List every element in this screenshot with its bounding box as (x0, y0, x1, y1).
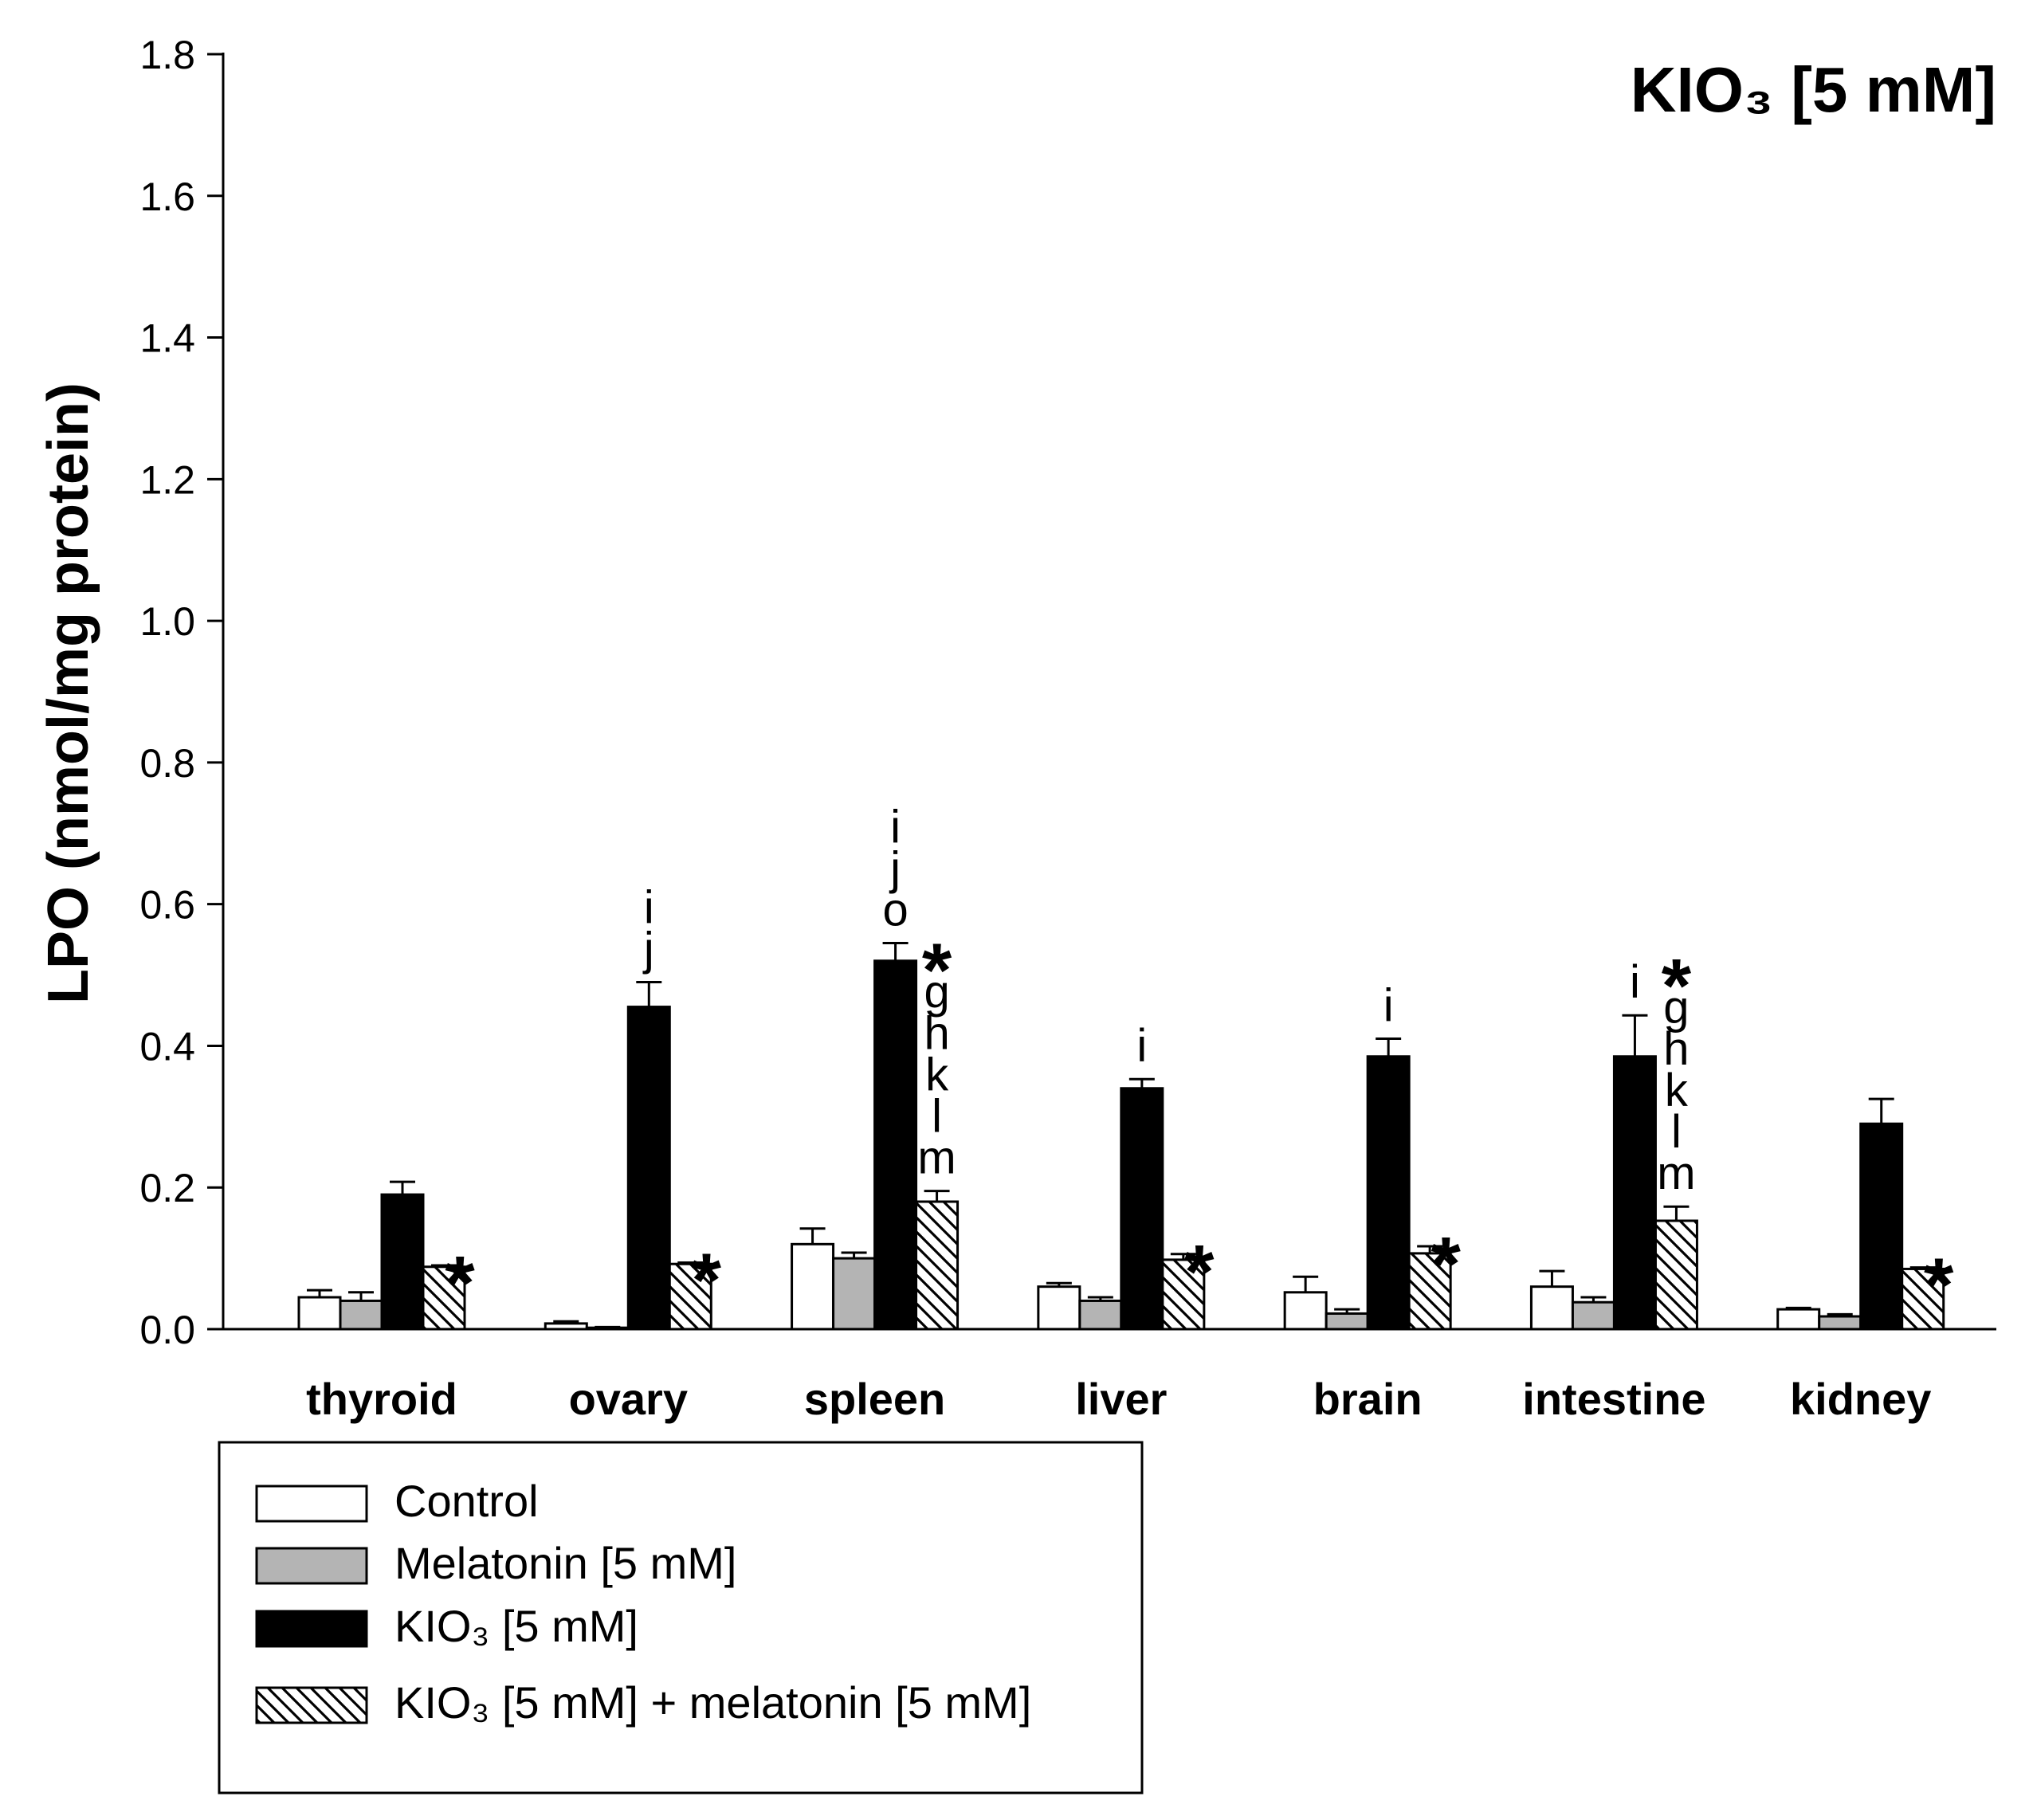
bars-layer: thyroid ovary spleen liver brain intestine kid… (297, 942, 1945, 1424)
bar-liver-kio-5-mm (1120, 1087, 1164, 1331)
bar-thyroid-control (297, 1296, 342, 1331)
significance-letter: o (882, 885, 908, 936)
y-tick-label: 0.8 (139, 741, 195, 786)
significance-letter: j (642, 923, 654, 975)
bar-intestine-kio-5-mm (1612, 1055, 1657, 1331)
bar-kidney-control (1776, 1308, 1821, 1331)
category-label-liver: liver (1075, 1374, 1167, 1424)
bar-thyroid-melatonin-5-mm (339, 1299, 383, 1331)
significance-star: * (692, 1238, 722, 1323)
bar-brain-melatonin-5-mm (1325, 1312, 1369, 1331)
category-label-spleen: spleen (804, 1374, 945, 1424)
category-label-ovary: ovary (569, 1374, 688, 1424)
significance-letter: g (924, 967, 949, 1018)
legend-swatch-kio-5-mm-melatonin-5-mm (255, 1686, 368, 1724)
significance-star: * (922, 928, 952, 1014)
significance-letter: h (924, 1008, 949, 1060)
significance-star: * (445, 1241, 475, 1326)
legend-frame (218, 1441, 1144, 1795)
significance-letter: l (932, 1091, 942, 1143)
bar-spleen-melatonin-5-mm (832, 1257, 877, 1331)
significance-letter: h (1663, 1023, 1689, 1075)
significance-letter: k (925, 1049, 949, 1101)
bar-brain-kio-5-mm-melatonin-5-mm (1407, 1252, 1452, 1331)
significance-star: * (1662, 943, 1692, 1029)
significance-letter: j (889, 843, 901, 895)
bar-brain-control (1283, 1291, 1328, 1331)
bar-spleen-control (791, 1242, 835, 1331)
bar-ovary-kio-5-mm-melatonin-5-mm (668, 1262, 712, 1331)
category-label-thyroid: thyroid (306, 1374, 457, 1424)
category-label-kidney: kidney (1790, 1374, 1931, 1424)
y-tick-label: 0.4 (139, 1024, 195, 1069)
y-tick-label: 1.6 (139, 175, 195, 219)
significance-letter: l (1671, 1106, 1682, 1158)
y-tick-label: 1.8 (139, 33, 195, 77)
bar-intestine-control (1529, 1285, 1574, 1331)
bar-liver-control (1037, 1285, 1081, 1331)
y-tick-label: 1.2 (139, 457, 195, 502)
y-tick-label: 0.2 (139, 1166, 195, 1210)
bar-spleen-kio-5-mm (873, 959, 918, 1331)
bar-kidney-kio-5-mm (1859, 1122, 1904, 1331)
legend-swatch-control (255, 1485, 368, 1523)
legend-label-melatonin-5-mm: Melatonin [5 mM] (394, 1538, 737, 1588)
significance-letter: i (890, 802, 901, 853)
significance-letter: i (644, 881, 654, 933)
legend-swatch-kio-5-mm (255, 1610, 368, 1648)
significance-star: * (1431, 1222, 1461, 1307)
significance-star: * (1924, 1243, 1954, 1328)
significance-letter: g (1663, 982, 1689, 1034)
y-tick-label: 0.6 (139, 883, 195, 928)
y-tick-label: 1.4 (139, 316, 195, 361)
significance-letter: m (917, 1132, 956, 1184)
bar-brain-kio-5-mm (1366, 1055, 1411, 1331)
axes-layer: 0.0 0.2 0.4 0.6 0.8 1.0 1.2 1.4 1.6 1.8 (139, 33, 1996, 1352)
bar-liver-melatonin-5-mm (1078, 1299, 1123, 1331)
significance-star: * (1184, 1230, 1215, 1315)
bar-kidney-melatonin-5-mm (1818, 1315, 1862, 1331)
bar-spleen-kio-5-mm-melatonin-5-mm (915, 1200, 960, 1331)
legend: Control Melatonin [5 mM] KIO₃ [5 mM] KIO₃ [… (218, 1441, 1144, 1795)
legend-label-kio-5-mm-melatonin-5-mm: KIO₃ [5 mM] + melatonin [5 mM] (394, 1677, 1031, 1728)
bar-intestine-kio-5-mm-melatonin-5-mm (1654, 1219, 1698, 1331)
legend-swatch-melatonin-5-mm (255, 1547, 368, 1585)
bar-ovary-kio-5-mm (626, 1006, 671, 1331)
chart-title: KIO₃ [5 mM] (1631, 54, 1996, 125)
y-axis-title: LPO (nmol/mg protein) (37, 382, 100, 1004)
bar-intestine-melatonin-5-mm (1571, 1300, 1615, 1331)
significance-letter: i (1383, 980, 1394, 1032)
category-label-intestine: intestine (1522, 1374, 1705, 1424)
category-label-brain: brain (1313, 1374, 1423, 1424)
significance-letter: k (1665, 1065, 1689, 1116)
legend-label-control: Control (394, 1476, 539, 1526)
y-tick-label: 1.0 (139, 599, 195, 644)
bar-ovary-control (544, 1322, 588, 1331)
bar-thyroid-kio-5-mm (380, 1193, 425, 1331)
significance-letter: i (1136, 1020, 1147, 1072)
significance-letter: m (1657, 1147, 1695, 1199)
y-tick-label: 0.0 (139, 1308, 195, 1352)
legend-label-kio-5-mm: KIO₃ [5 mM] (394, 1601, 638, 1651)
significance-letter: i (1630, 956, 1640, 1008)
